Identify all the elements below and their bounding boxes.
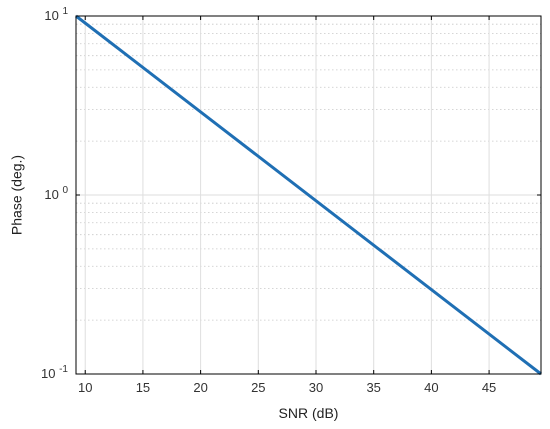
series-line [75, 14, 542, 376]
series-layer [75, 14, 542, 376]
y-tick-label: 10 1 [44, 6, 68, 23]
x-tick-label: 30 [309, 380, 323, 395]
y-axis-label: Phase (deg.) [9, 155, 25, 235]
x-axis-ticks: 10 15 20 25 30 35 40 45 [78, 16, 496, 395]
x-tick-label: 20 [193, 380, 207, 395]
y-tick-label: 10 -1 [41, 364, 68, 381]
minor-gridlines [76, 23, 541, 321]
x-tick-label: 15 [136, 380, 150, 395]
x-tick-label: 45 [482, 380, 496, 395]
y-axis-ticks: 10 1 10 0 10 -1 [41, 6, 541, 381]
y-tick-label: 10 0 [44, 185, 68, 202]
x-tick-label: 10 [78, 380, 92, 395]
x-axis-label: SNR (dB) [279, 405, 339, 421]
x-tick-label: 35 [366, 380, 380, 395]
x-tick-label: 25 [251, 380, 265, 395]
x-tick-label: 40 [424, 380, 438, 395]
